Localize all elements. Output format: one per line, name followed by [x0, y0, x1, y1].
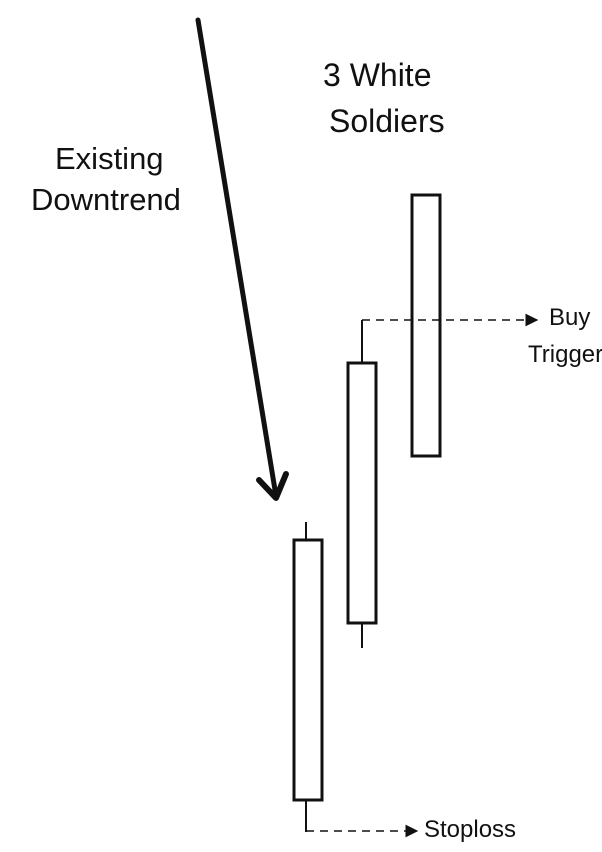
trend-label-line-1: Existing — [55, 141, 164, 176]
downtrend-arrow-head — [256, 471, 289, 501]
downtrend-arrow-shaft — [195, 17, 279, 499]
candle-2-body — [346, 361, 378, 625]
trend-label-line-2: Downtrend — [31, 182, 181, 217]
buy-trigger-label-line-1: Buy — [549, 304, 591, 331]
pattern-title-line-1: 3 White — [323, 57, 432, 93]
buy-trigger-label-line-2: Trigger — [528, 341, 602, 368]
pattern-title-line-2: Soldiers — [329, 103, 445, 139]
candle-3-body — [410, 193, 442, 458]
candle-1-body — [292, 538, 324, 802]
stoploss-label: Stoploss — [424, 816, 517, 843]
